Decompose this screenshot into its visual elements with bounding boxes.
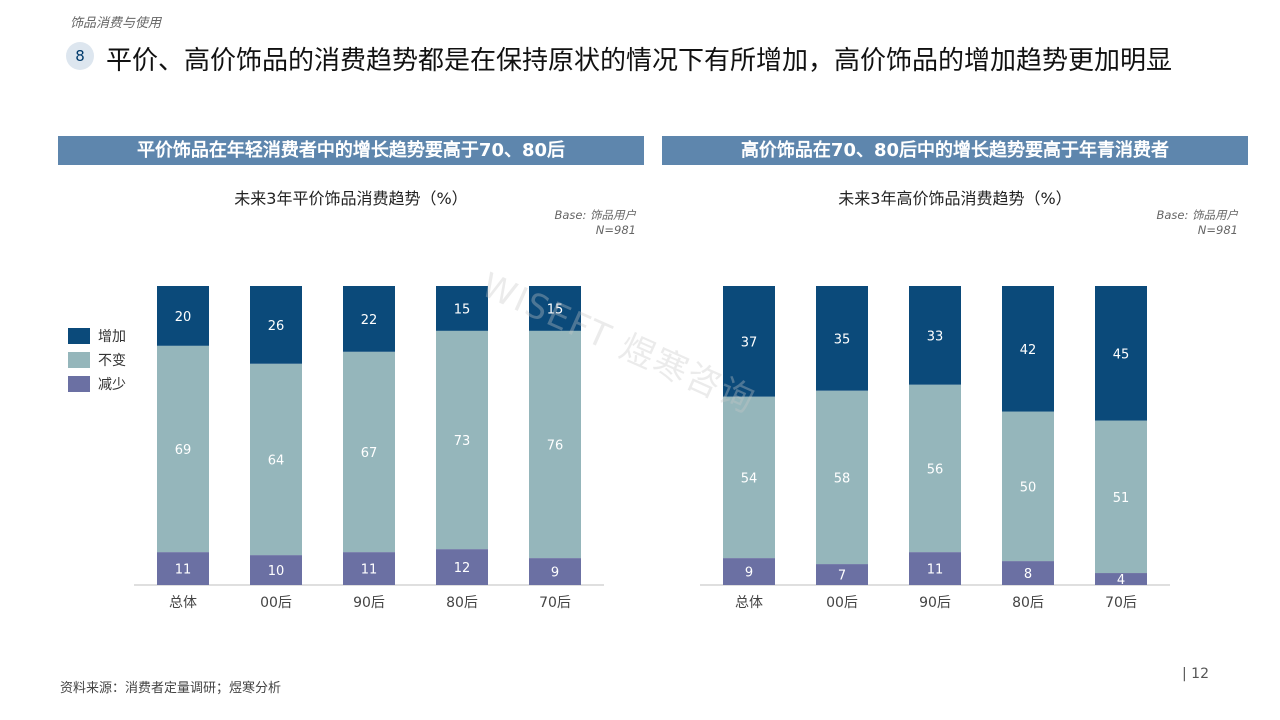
left-value-label-decrease-0: 11 [175, 563, 192, 578]
right-category-label-2: 90后 [919, 595, 951, 611]
right-value-label-increase-0: 37 [741, 335, 758, 350]
right-bar-increase-1 [816, 286, 868, 391]
left-value-label-unchanged-4: 76 [547, 438, 564, 453]
right-bar-increase-2 [909, 286, 961, 385]
left-bar-increase-4 [529, 286, 581, 331]
banner-right: 高价饰品在70、80后中的增长趋势要高于年青消费者 [662, 136, 1248, 165]
left-bar-decrease-3 [436, 549, 488, 585]
legend-swatch-unchanged [68, 352, 90, 368]
legend-label-decrease: 减少 [98, 377, 126, 393]
left-category-label-2: 90后 [353, 595, 385, 611]
right-value-label-decrease-3: 8 [1024, 567, 1032, 582]
left-bar-decrease-2 [343, 552, 395, 585]
left-category-label-4: 70后 [539, 595, 571, 611]
base-note-line2: N=981 [595, 223, 636, 237]
right-bar-decrease-1 [816, 564, 868, 585]
right-category-label-3: 80后 [1012, 595, 1044, 611]
left-bar-unchanged-2 [343, 351, 395, 553]
right-value-label-unchanged-2: 56 [927, 462, 944, 477]
right-bar-unchanged-4 [1095, 420, 1147, 574]
right-bar-decrease-4 [1095, 573, 1147, 585]
left-bar-unchanged-4 [529, 330, 581, 559]
right-bar-decrease-2 [909, 552, 961, 585]
right-bar-unchanged-2 [909, 384, 961, 553]
left-bar-increase-2 [343, 286, 395, 352]
banner-left: 平价饰品在年轻消费者中的增长趋势要高于70、80后 [58, 136, 644, 165]
left-value-label-increase-1: 26 [268, 319, 285, 334]
left-bar-increase-1 [250, 286, 302, 364]
right-value-label-decrease-0: 9 [745, 566, 753, 581]
chart-legend: 增加 不变 减少 [68, 324, 126, 396]
right-bar-unchanged-3 [1002, 411, 1054, 562]
legend-swatch-increase [68, 328, 90, 344]
left-value-label-decrease-4: 9 [551, 566, 559, 581]
legend-swatch-decrease [68, 376, 90, 392]
left-bar-decrease-0 [157, 552, 209, 585]
right-value-label-decrease-4: 4 [1117, 573, 1125, 588]
left-value-label-unchanged-2: 67 [361, 446, 378, 461]
legend-item-decrease: 减少 [68, 372, 126, 396]
left-value-label-increase-4: 15 [547, 302, 564, 317]
left-value-label-unchanged-3: 73 [454, 434, 471, 449]
right-category-label-4: 70后 [1105, 595, 1137, 611]
base-note-line1: Base: 饰品用户 [554, 208, 636, 222]
right-value-label-decrease-2: 11 [927, 563, 944, 578]
legend-item-unchanged: 不变 [68, 348, 126, 372]
base-note-right: Base: 饰品用户 N=981 [1082, 208, 1238, 238]
left-category-label-0: 总体 [169, 595, 197, 611]
chart-title-right: 未来3年高价饰品消费趋势（%） [838, 189, 1072, 208]
left-category-label-3: 80后 [446, 595, 478, 611]
right-value-label-increase-4: 45 [1113, 347, 1130, 362]
right-bar-unchanged-0 [723, 396, 775, 559]
right-bar-unchanged-1 [816, 390, 868, 565]
left-value-label-increase-0: 20 [175, 310, 192, 325]
right-value-label-unchanged-3: 50 [1020, 480, 1037, 495]
chart-title-left: 未来3年平价饰品消费趋势（%） [234, 189, 468, 208]
chart-affordable-jewelry: 11 69 20 总体 10 64 26 00后 11 67 22 90后 12 73 15 80后 9 76 15… [134, 286, 604, 611]
left-value-label-unchanged-1: 64 [268, 453, 285, 468]
right-value-label-unchanged-0: 54 [741, 471, 758, 486]
left-bar-increase-3 [436, 286, 488, 331]
left-bar-unchanged-0 [157, 345, 209, 553]
right-bar-increase-4 [1095, 286, 1147, 421]
right-bar-decrease-3 [1002, 561, 1054, 585]
source-note: 资料来源：消费者定量调研；煜寒分析 [60, 681, 282, 696]
left-value-label-increase-2: 22 [361, 313, 378, 328]
right-value-label-decrease-1: 7 [838, 569, 846, 584]
left-value-label-increase-3: 15 [454, 302, 471, 317]
left-value-label-decrease-2: 11 [361, 563, 378, 578]
legend-label-unchanged: 不变 [98, 353, 126, 369]
right-value-label-unchanged-4: 51 [1113, 491, 1130, 506]
section-label: 饰品消费与使用 [70, 16, 162, 31]
page-number: | 12 [1182, 666, 1209, 682]
left-bar-decrease-1 [250, 555, 302, 585]
left-bar-unchanged-3 [436, 330, 488, 550]
left-bar-unchanged-1 [250, 363, 302, 556]
right-bar-decrease-0 [723, 558, 775, 585]
legend-label-increase: 增加 [98, 329, 126, 345]
chart-premium-jewelry: 9 54 37 总体 7 58 35 00后 11 56 33 90后 8 50 42 80后 4 51 45 70后 [700, 286, 1170, 611]
right-bar-increase-3 [1002, 286, 1054, 412]
left-value-label-unchanged-0: 69 [175, 443, 192, 458]
right-value-label-increase-2: 33 [927, 329, 944, 344]
right-category-label-1: 00后 [826, 595, 858, 611]
base-note-left: Base: 饰品用户 N=981 [480, 208, 636, 238]
right-value-label-increase-3: 42 [1020, 343, 1037, 358]
right-category-label-0: 总体 [735, 595, 763, 611]
base-note-line2: N=981 [1197, 223, 1238, 237]
left-category-label-1: 00后 [260, 595, 292, 611]
legend-item-increase: 增加 [68, 324, 126, 348]
left-bar-increase-0 [157, 286, 209, 346]
right-value-label-increase-1: 35 [834, 332, 851, 347]
right-value-label-unchanged-1: 58 [834, 471, 851, 486]
base-note-line1: Base: 饰品用户 [1156, 208, 1238, 222]
right-bar-increase-0 [723, 286, 775, 397]
left-value-label-decrease-3: 12 [454, 561, 471, 576]
left-bar-decrease-4 [529, 558, 581, 585]
page-title: 平价、高价饰品的消费趋势都是在保持原状的情况下有所增加，高价饰品的增加趋势更加明… [106, 46, 1173, 76]
page-number-badge: 8 [66, 42, 94, 70]
left-value-label-decrease-1: 10 [268, 564, 285, 579]
